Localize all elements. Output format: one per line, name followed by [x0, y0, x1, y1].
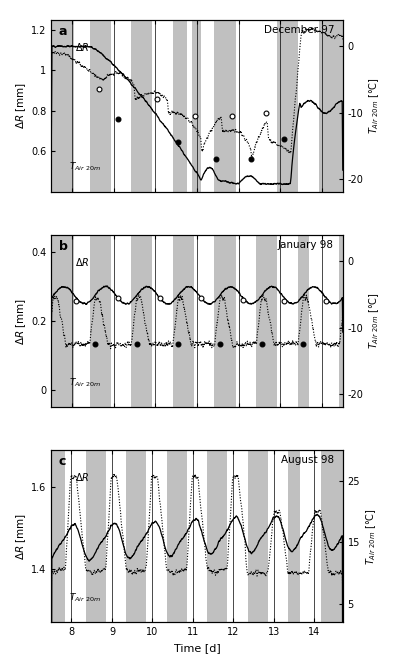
Bar: [167, 450, 187, 622]
Text: August 98: August 98: [281, 455, 334, 465]
Bar: [288, 450, 300, 622]
Bar: [126, 450, 147, 622]
Text: $\Delta R$: $\Delta R$: [74, 256, 89, 267]
Bar: [214, 20, 236, 192]
Text: a: a: [58, 25, 67, 38]
Y-axis label: $T_{Air\ 20m}$ [°C]: $T_{Air\ 20m}$ [°C]: [368, 77, 381, 134]
Text: December 97: December 97: [264, 25, 334, 35]
Bar: [89, 20, 111, 192]
Text: $T_{Air\ 20m}$: $T_{Air\ 20m}$: [69, 376, 101, 389]
Y-axis label: $T_{Air\ 20m}$ [°C]: $T_{Air\ 20m}$ [°C]: [368, 293, 381, 350]
Bar: [51, 20, 74, 192]
Bar: [320, 450, 343, 622]
Bar: [85, 450, 106, 622]
Bar: [207, 450, 227, 622]
Y-axis label: $T_{Air\ 20m}$ [°C]: $T_{Air\ 20m}$ [°C]: [364, 508, 378, 565]
Bar: [131, 235, 152, 407]
Text: b: b: [58, 240, 67, 253]
Y-axis label: $\Delta R$ [mm]: $\Delta R$ [mm]: [15, 82, 28, 130]
Bar: [192, 20, 201, 192]
Bar: [298, 235, 309, 407]
Y-axis label: $\Delta R$ [mm]: $\Delta R$ [mm]: [15, 512, 28, 560]
Bar: [214, 235, 236, 407]
Text: $T_{Air\ 20m}$: $T_{Air\ 20m}$: [69, 161, 101, 173]
Bar: [131, 20, 152, 192]
Bar: [51, 450, 65, 622]
Bar: [51, 235, 74, 407]
Text: $\Delta R$: $\Delta R$: [74, 40, 89, 52]
Bar: [340, 235, 343, 407]
Text: January 98: January 98: [278, 240, 334, 250]
Bar: [173, 235, 194, 407]
Text: $T_{Air\ 20m}$: $T_{Air\ 20m}$: [69, 591, 101, 604]
Bar: [173, 20, 187, 192]
Bar: [89, 235, 111, 407]
X-axis label: Time [d]: Time [d]: [174, 643, 220, 653]
Bar: [319, 20, 343, 192]
Text: $\Delta R$: $\Delta R$: [74, 471, 89, 483]
Text: c: c: [58, 455, 66, 468]
Bar: [247, 450, 268, 622]
Bar: [256, 235, 277, 407]
Y-axis label: $\Delta R$ [mm]: $\Delta R$ [mm]: [15, 297, 28, 345]
Bar: [277, 20, 298, 192]
